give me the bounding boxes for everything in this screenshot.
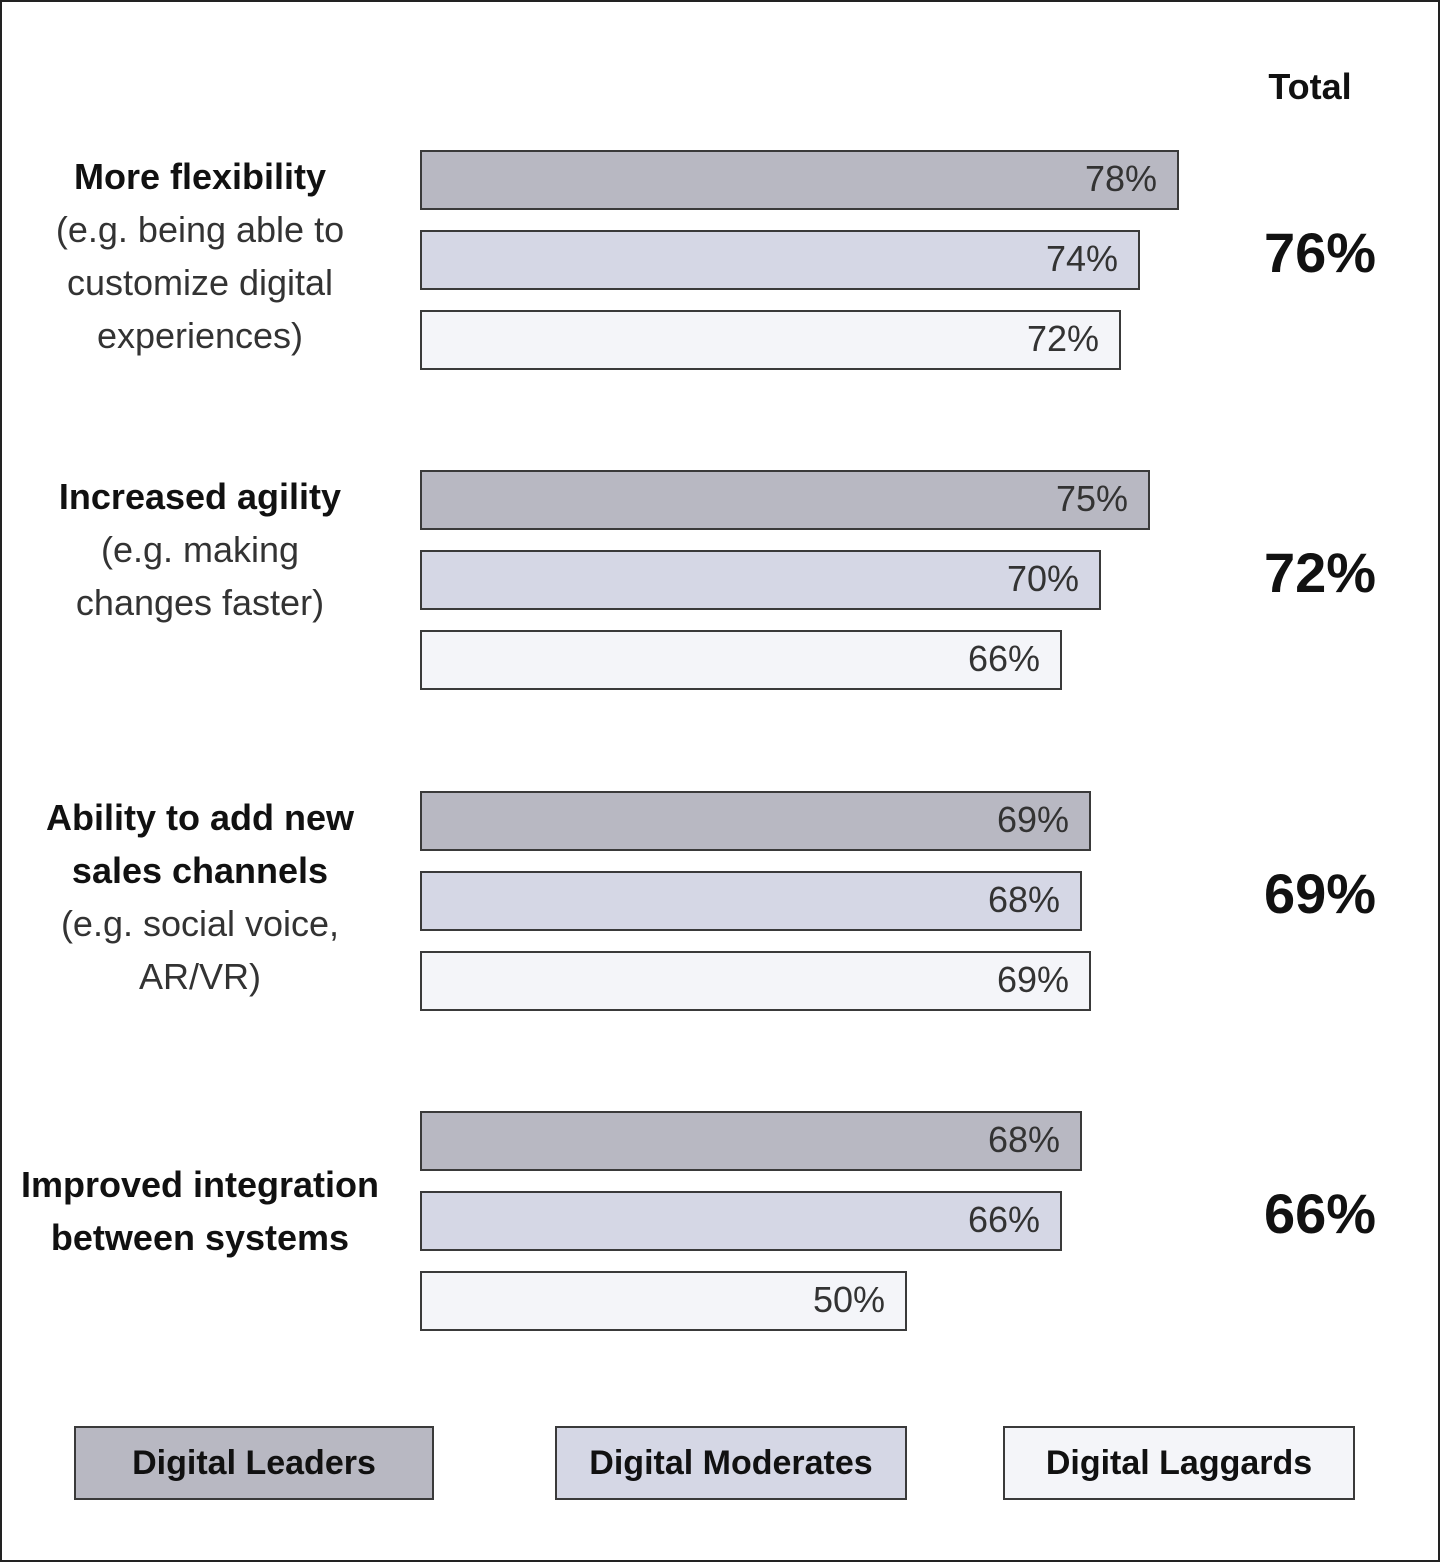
category-title: Increased agility xyxy=(58,476,342,517)
category-title: between systems xyxy=(50,1217,350,1258)
category-title: sales channels xyxy=(71,850,329,891)
category-subtitle: changes faster) xyxy=(75,582,325,623)
legend-item-digital-laggards: Digital Laggards xyxy=(1003,1426,1355,1500)
total-value: 69% xyxy=(1263,862,1377,925)
category-subtitle: (e.g. making xyxy=(100,529,300,570)
legend-item-digital-moderates: Digital Moderates xyxy=(555,1426,907,1500)
bar-digital-leaders: 75% xyxy=(420,470,1150,530)
total-column-header: Total xyxy=(1268,66,1352,107)
bar-digital-leaders: 69% xyxy=(420,791,1091,851)
category-title: Improved integration xyxy=(20,1164,380,1205)
bar-digital-laggards: 72% xyxy=(420,310,1121,370)
category-label: More flexibility (e.g. being able to custo… xyxy=(0,150,400,362)
bar-value-label: 72% xyxy=(1026,318,1099,359)
bar-value-label: 66% xyxy=(967,1199,1040,1240)
category-title: More flexibility xyxy=(73,156,327,197)
bar-digital-leaders: 68% xyxy=(420,1111,1082,1171)
category-subtitle: customize digital xyxy=(66,262,334,303)
bar-value-label: 78% xyxy=(1084,158,1157,199)
category-label: Increased agility (e.g. making changes fas… xyxy=(0,470,400,629)
bar-digital-laggards: 50% xyxy=(420,1271,907,1331)
category-label: Improved integration between systems xyxy=(0,1158,400,1264)
category-title: Ability to add new xyxy=(45,797,354,838)
bar-value-label: 68% xyxy=(987,1119,1060,1160)
legend-item-digital-leaders: Digital Leaders xyxy=(74,1426,434,1500)
bar-value-label: 68% xyxy=(987,879,1060,920)
bar-value-label: 70% xyxy=(1006,558,1079,599)
bar-value-label: 69% xyxy=(996,799,1069,840)
category-subtitle: AR/VR) xyxy=(138,956,261,997)
bar-digital-leaders: 78% xyxy=(420,150,1179,210)
bar-digital-laggards: 69% xyxy=(420,951,1091,1011)
bar-value-label: 66% xyxy=(967,638,1040,679)
bar-digital-moderates: 68% xyxy=(420,871,1082,931)
bar-value-label: 69% xyxy=(996,959,1069,1000)
bar-digital-moderates: 70% xyxy=(420,550,1101,610)
total-value: 66% xyxy=(1263,1182,1377,1245)
bar-digital-moderates: 66% xyxy=(420,1191,1062,1251)
category-subtitle: (e.g. being able to xyxy=(55,209,345,250)
bar-value-label: 75% xyxy=(1055,478,1128,519)
bar-digital-moderates: 74% xyxy=(420,230,1140,290)
bar-value-label: 74% xyxy=(1045,238,1118,279)
category-label: Ability to add new sales channels (e.g. so… xyxy=(0,791,400,1003)
category-subtitle: (e.g. social voice, xyxy=(60,903,340,944)
total-value: 72% xyxy=(1263,541,1377,604)
category-subtitle: experiences) xyxy=(96,315,304,356)
bar-value-label: 50% xyxy=(812,1279,885,1320)
total-value: 76% xyxy=(1263,221,1377,284)
bar-digital-laggards: 66% xyxy=(420,630,1062,690)
